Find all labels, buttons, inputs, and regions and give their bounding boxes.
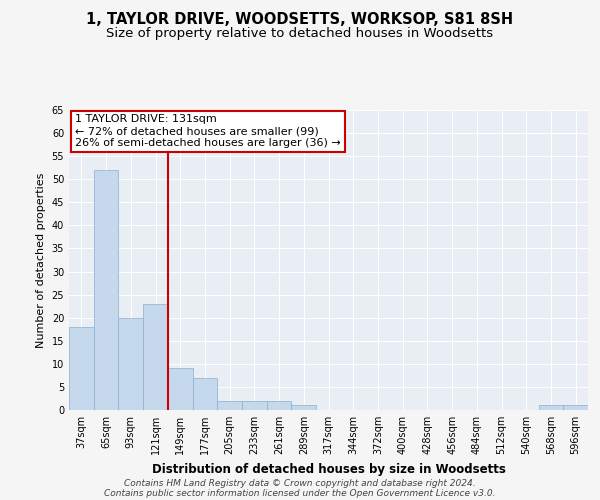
Text: Contains public sector information licensed under the Open Government Licence v3: Contains public sector information licen… [104,488,496,498]
Bar [242,401,267,410]
Bar [193,378,217,410]
Bar [94,170,118,410]
Text: Contains HM Land Registry data © Crown copyright and database right 2024.: Contains HM Land Registry data © Crown c… [124,478,476,488]
Y-axis label: Number of detached properties: Number of detached properties [36,172,46,348]
X-axis label: Distribution of detached houses by size in Woodsetts: Distribution of detached houses by size … [152,462,505,475]
Bar [267,401,292,410]
Bar [539,406,563,410]
Text: 1, TAYLOR DRIVE, WOODSETTS, WORKSOP, S81 8SH: 1, TAYLOR DRIVE, WOODSETTS, WORKSOP, S81… [86,12,514,28]
Bar [563,406,588,410]
Bar [69,327,94,410]
Bar [118,318,143,410]
Bar [168,368,193,410]
Text: 1 TAYLOR DRIVE: 131sqm
← 72% of detached houses are smaller (99)
26% of semi-det: 1 TAYLOR DRIVE: 131sqm ← 72% of detached… [75,114,341,148]
Bar [292,406,316,410]
Text: Size of property relative to detached houses in Woodsetts: Size of property relative to detached ho… [106,28,494,40]
Bar [217,401,242,410]
Bar [143,304,168,410]
